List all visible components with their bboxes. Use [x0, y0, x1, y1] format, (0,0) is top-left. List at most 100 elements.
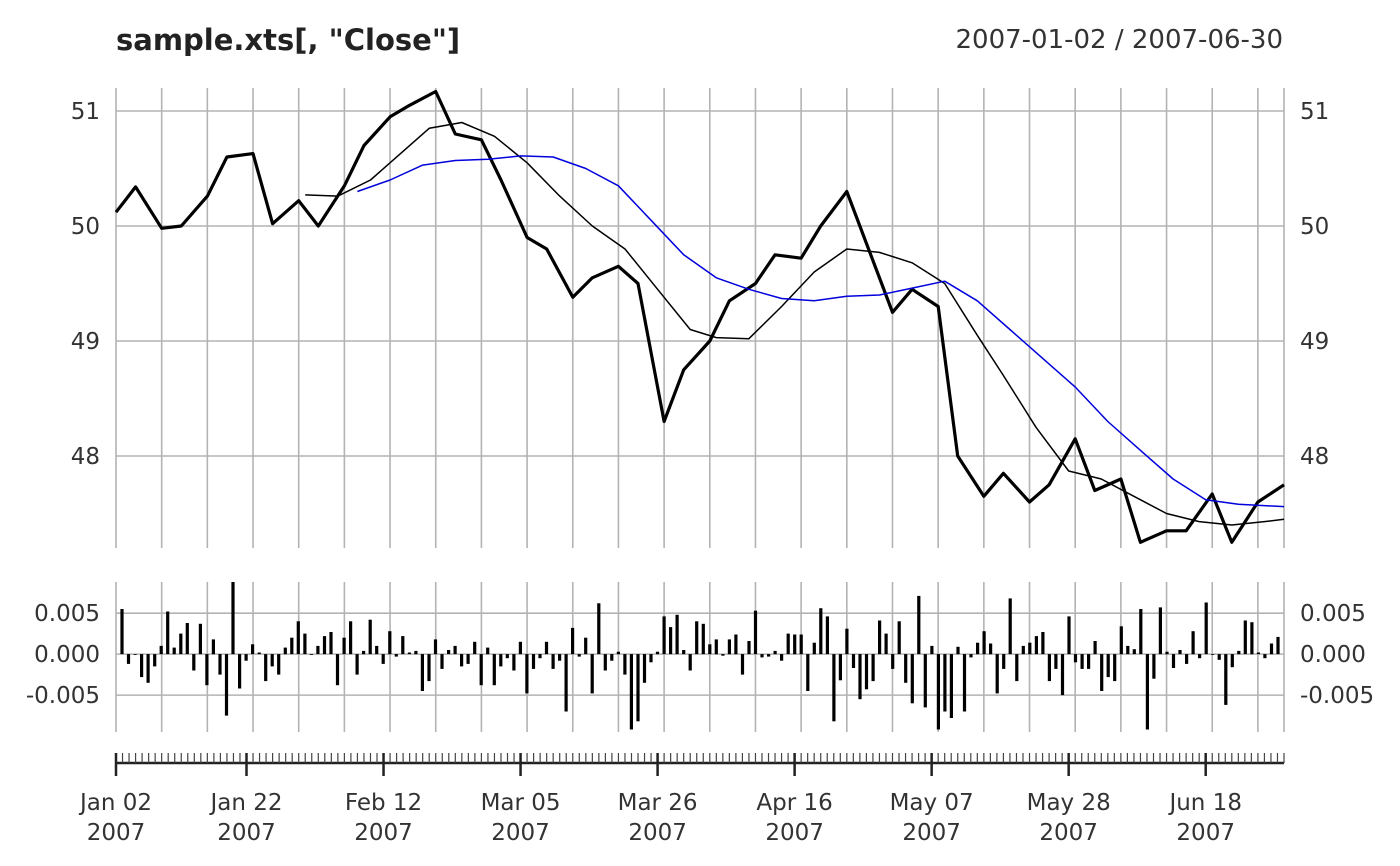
- return-bar: [851, 654, 856, 668]
- return-bar: [577, 654, 581, 657]
- price-y-tick-label-left: 49: [71, 329, 100, 355]
- returns-y-tick-label-left: 0.000: [34, 642, 100, 668]
- price-y-axis-labels: 48 48 49 49 50 50 51 51: [71, 99, 1330, 470]
- returns-y-tick-label-left: 0.005: [34, 601, 100, 627]
- return-bar: [597, 603, 601, 655]
- x-tick-label-date: Apr 16: [756, 790, 832, 816]
- return-bar: [1237, 650, 1241, 655]
- return-bar: [616, 651, 620, 655]
- return-bar: [460, 654, 464, 667]
- return-bar: [1224, 654, 1228, 705]
- return-bar: [440, 654, 444, 669]
- return-bar: [362, 650, 366, 655]
- x-tick-label-year: 2007: [354, 820, 413, 846]
- return-bar: [891, 654, 895, 669]
- x-tick-label-date: Mar 05: [481, 790, 561, 816]
- return-bar: [727, 639, 731, 655]
- return-bar: [1041, 632, 1045, 655]
- return-bar: [590, 654, 594, 694]
- return-bar: [257, 652, 261, 655]
- x-tick-label-year: 2007: [217, 820, 276, 846]
- return-bar: [949, 654, 953, 718]
- return-bar: [179, 633, 183, 655]
- return-bar: [518, 641, 522, 655]
- return-bar: [623, 654, 627, 675]
- return-bar: [505, 654, 509, 659]
- return-bar: [153, 654, 157, 667]
- return-bar: [270, 654, 274, 667]
- return-bar: [1047, 654, 1051, 682]
- return-bar: [669, 627, 673, 655]
- return-bar: [701, 623, 705, 655]
- x-tick-label-date: May 07: [890, 790, 974, 816]
- return-bar: [1132, 649, 1136, 655]
- return-bar: [205, 654, 209, 686]
- return-bar: [806, 654, 810, 691]
- return-bar: [218, 654, 222, 675]
- return-bar: [767, 654, 771, 657]
- return-bar: [375, 645, 379, 655]
- return-bar: [675, 614, 679, 655]
- x-tick-label-date: Jun 18: [1167, 790, 1242, 816]
- return-bar: [329, 632, 333, 655]
- return-bar: [564, 654, 568, 712]
- return-bar: [629, 654, 633, 730]
- return-bar: [126, 654, 131, 664]
- return-bar: [584, 637, 588, 655]
- return-bar: [838, 654, 842, 681]
- price-series-line-3: [357, 155, 1285, 508]
- return-bar: [1015, 654, 1019, 682]
- return-bar: [447, 650, 451, 655]
- x-tick-label-year: 2007: [87, 820, 146, 846]
- return-bar: [832, 654, 836, 722]
- return-bar: [525, 654, 529, 694]
- return-bar: [388, 631, 392, 655]
- return-bar: [146, 654, 150, 683]
- return-bar: [251, 644, 255, 655]
- date-range-label: 2007-01-02 / 2007-06-30: [956, 25, 1284, 55]
- main-panel-grid: [115, 88, 1285, 548]
- return-bar: [884, 633, 888, 655]
- return-bar: [355, 654, 359, 675]
- return-bar: [1185, 654, 1189, 664]
- return-bar: [923, 654, 927, 708]
- return-bar: [969, 654, 973, 658]
- return-bar: [349, 621, 353, 655]
- return-bar: [1008, 598, 1012, 655]
- return-bar: [1139, 609, 1143, 655]
- price-y-tick-label-right: 49: [1300, 329, 1329, 355]
- return-bar: [1198, 654, 1202, 659]
- returns-bars: [120, 582, 1280, 730]
- return-bar: [819, 608, 823, 655]
- return-bar: [688, 654, 692, 671]
- return-bar: [1204, 602, 1208, 655]
- return-bar: [989, 643, 993, 655]
- return-bar: [1106, 654, 1110, 678]
- return-bar: [793, 634, 797, 655]
- return-bar: [1145, 654, 1149, 730]
- return-bar: [740, 654, 745, 675]
- return-bar: [714, 639, 718, 655]
- x-tick-label-date: Jan 02: [78, 790, 152, 816]
- returns-y-tick-label-right: 0.005: [1300, 601, 1366, 627]
- x-tick-label-date: Mar 26: [618, 790, 698, 816]
- return-bar: [845, 628, 849, 655]
- return-bar: [211, 639, 215, 655]
- return-bar: [917, 595, 921, 655]
- return-bar: [558, 654, 562, 661]
- return-bar: [786, 633, 790, 655]
- return-bar: [1021, 645, 1025, 655]
- return-bar: [486, 647, 490, 655]
- return-bar: [956, 646, 960, 655]
- return-bar: [721, 654, 725, 656]
- x-axis: Jan 02 2007 Jan 22 2007 Feb 12 2007 Mar 05 2007…: [78, 753, 1285, 846]
- return-bar: [1243, 620, 1247, 655]
- return-bar: [433, 639, 438, 655]
- return-bar: [296, 621, 300, 655]
- return-bar: [655, 651, 660, 655]
- return-bar: [198, 623, 202, 655]
- return-bar: [499, 654, 503, 667]
- x-tick-label-year: 2007: [491, 820, 550, 846]
- return-bar: [264, 654, 268, 682]
- return-bar: [473, 641, 477, 655]
